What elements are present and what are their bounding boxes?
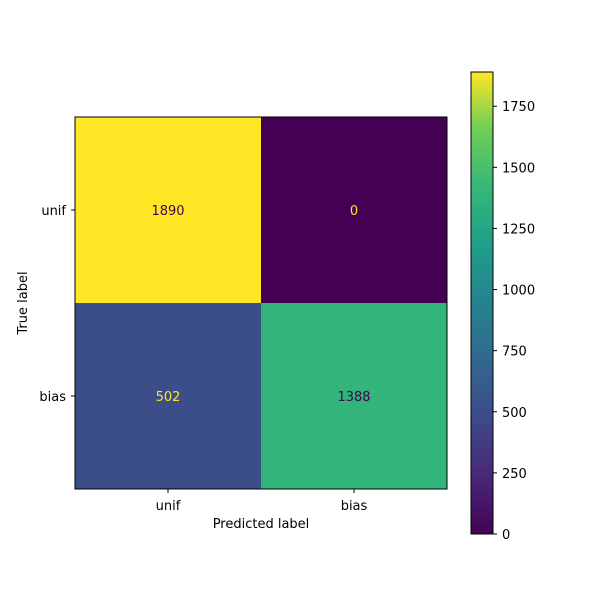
colorbar-tick-label: 1000 (502, 284, 535, 299)
x-axis: unif bias (156, 489, 368, 514)
x-tick-label: unif (156, 499, 181, 514)
colorbar-tick-label: 0 (502, 528, 510, 543)
colorbar-axis: 0 250 500 750 1000 1250 1500 1750 (493, 100, 535, 543)
cell-value-label: 0 (350, 204, 358, 219)
y-axis: unif bias (39, 204, 75, 405)
x-axis-label: Predicted label (213, 517, 310, 532)
y-tick-label: bias (39, 390, 66, 405)
cell-value-label: 1890 (151, 204, 184, 219)
matrix-cell (261, 117, 447, 303)
colorbar-tick-label: 1750 (502, 100, 535, 115)
colorbar-tick-label: 250 (502, 467, 527, 482)
matrix-cell (261, 303, 447, 489)
y-axis-label: True label (16, 271, 31, 335)
colorbar-tick-label: 750 (502, 345, 527, 360)
cell-value-label: 502 (156, 390, 181, 405)
matrix-cell (75, 117, 261, 303)
x-tick-label: bias (341, 499, 368, 514)
colorbar-tick-label: 1250 (502, 222, 535, 237)
y-tick-label: unif (41, 204, 66, 219)
matrix-cells: 1890 0 502 1388 (75, 117, 447, 489)
cell-value-label: 1388 (337, 390, 370, 405)
colorbar-tick-label: 500 (502, 406, 527, 421)
colorbar (470, 71, 494, 535)
colorbar-tick-label: 1500 (502, 161, 535, 176)
matrix-cell (75, 303, 261, 489)
matrix-frame (74, 116, 448, 490)
